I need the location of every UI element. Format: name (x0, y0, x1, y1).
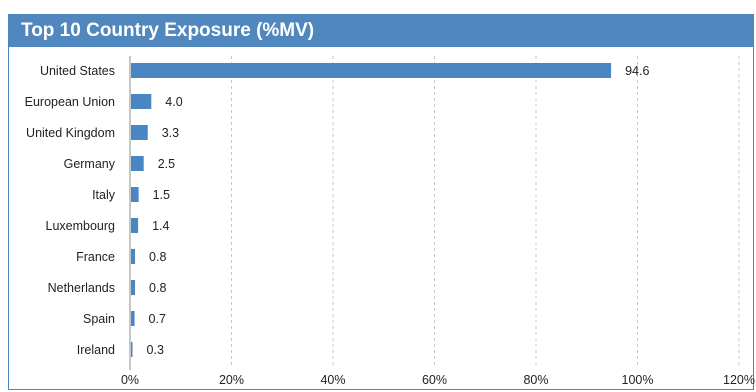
bar (131, 94, 152, 109)
data-label: 0.8 (149, 250, 166, 264)
data-label: 4.0 (165, 95, 182, 109)
title-bar: Top 10 Country Exposure (%MV) (9, 15, 753, 47)
category-label: Spain (83, 312, 115, 326)
bar (131, 311, 135, 326)
category-label: United States (40, 64, 115, 78)
category-label: France (76, 250, 115, 264)
category-label: Netherlands (48, 281, 115, 295)
data-label: 1.4 (152, 219, 169, 233)
data-label: 0.3 (147, 343, 164, 357)
x-tick-label: 20% (219, 373, 244, 387)
x-tick-label: 40% (320, 373, 345, 387)
chart-title: Top 10 Country Exposure (%MV) (21, 20, 315, 41)
x-tick-label: 100% (622, 373, 654, 387)
bar (131, 187, 139, 202)
data-label: 0.7 (149, 312, 166, 326)
bar (131, 63, 612, 78)
bar (131, 249, 136, 264)
x-tick-label: 120% (723, 373, 755, 387)
bar (131, 218, 139, 233)
bar (131, 280, 136, 295)
data-label: 3.3 (162, 126, 179, 140)
category-label: Italy (92, 188, 116, 202)
data-label: 0.8 (149, 281, 166, 295)
x-tick-label: 80% (523, 373, 548, 387)
x-tick-label: 0% (121, 373, 139, 387)
category-label: Luxembourg (46, 219, 116, 233)
bar (131, 125, 148, 140)
data-label: 2.5 (158, 157, 175, 171)
category-label: European Union (25, 95, 115, 109)
data-label: 1.5 (153, 188, 170, 202)
x-tick-label: 60% (422, 373, 447, 387)
category-label: Germany (64, 157, 116, 171)
bar (131, 156, 144, 171)
category-label: Ireland (77, 343, 115, 357)
data-label: 94.6 (625, 64, 649, 78)
bar (131, 342, 133, 357)
category-label: United Kingdom (26, 126, 115, 140)
